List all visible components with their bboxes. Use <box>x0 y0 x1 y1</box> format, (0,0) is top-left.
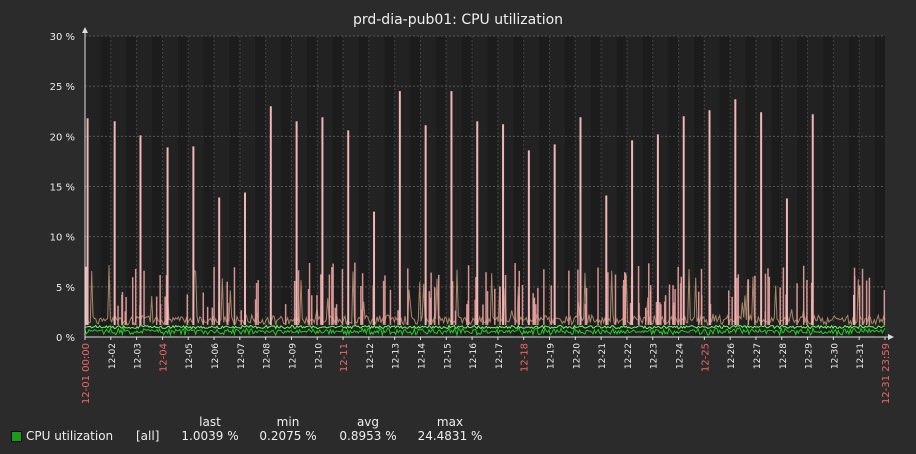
x-axis: 12-01 00:00 12-02 12-03 12-04 12-05 12-06 12-0… <box>81 337 892 404</box>
x-tick-label: 12-01 00:00 <box>81 343 92 404</box>
legend: last min avg max CPU utilization [all] 1… <box>0 414 916 454</box>
y-tick-label: 5 % <box>56 283 75 294</box>
x-tick-label: 12-16 <box>469 343 479 369</box>
x-tick-label: 12-03 <box>134 343 144 369</box>
night-band <box>126 36 137 337</box>
x-tick-label: 12-23 <box>650 343 660 369</box>
x-tick-label: 12-17 <box>495 343 505 369</box>
night-band <box>358 36 369 337</box>
x-tick-label: 12-12 <box>366 343 376 369</box>
legend-header-min: min <box>276 415 300 429</box>
avg-trace <box>84 324 886 330</box>
night-band <box>410 36 421 337</box>
x-tick-label: 12-27 <box>753 343 763 369</box>
x-tick-label: 12-02 <box>108 343 118 369</box>
y-tick-label: 25 % <box>50 82 75 93</box>
y-tick-label: 10 % <box>50 233 75 244</box>
night-band <box>771 36 782 337</box>
night-band <box>823 36 834 337</box>
spike-series <box>85 91 856 325</box>
x-tick-label: 12-09 <box>288 343 298 369</box>
legend-header-avg: avg <box>356 415 380 429</box>
x-tick-label: 12-28 <box>779 343 789 369</box>
night-band <box>539 36 550 337</box>
y-axis: 0 % 5 % 10 % 15 % 20 % 25 % 30 % <box>50 32 75 344</box>
y-tick-label: 30 % <box>50 32 75 43</box>
x-tick-label: 12-25 <box>700 343 711 372</box>
x-tick-label: 12-04 <box>158 343 169 372</box>
x-tick-label: 12-19 <box>547 343 557 369</box>
y-axis-arrow <box>82 27 88 33</box>
x-tick-label: 12-21 <box>598 343 608 369</box>
x-tick-label: 12-31 <box>856 343 866 369</box>
night-band <box>590 36 602 337</box>
legend-series-name: CPU utilization <box>26 429 114 443</box>
legend-header-max: max <box>436 415 464 429</box>
x-tick-label: 12-13 <box>392 343 402 369</box>
night-band <box>874 36 885 337</box>
x-tick-label: 12-15 <box>443 343 453 369</box>
x-tick-label: 12-14 <box>417 343 427 369</box>
night-band <box>487 36 498 337</box>
x-tick-label: 12-30 <box>830 343 840 369</box>
legend-value-min: 0.2075 % <box>259 429 317 443</box>
x-tick-label: 12-11 <box>339 343 350 372</box>
cpu-chart: prd-dia-pub01: CPU utilization 0 % 5 % 10 … <box>50 12 894 404</box>
x-tick-label: 12-05 <box>185 343 195 369</box>
legend-value-max: 24.4831 % <box>417 429 483 443</box>
legend-value-last: 1.0039 % <box>181 429 239 443</box>
legend-header-last: last <box>199 415 221 429</box>
x-tick-label: 12-07 <box>237 343 247 369</box>
x-tick-label: 12-31 23:59 <box>881 343 892 404</box>
x-tick-label: 12-06 <box>211 343 221 369</box>
night-band <box>694 36 705 337</box>
x-tick-label: 12-18 <box>520 343 531 372</box>
night-band <box>203 36 215 337</box>
y-tick-label: 15 % <box>50 183 75 194</box>
y-tick-label: 20 % <box>50 132 75 143</box>
night-band <box>177 36 189 337</box>
night-band <box>642 36 653 337</box>
chart-title: prd-dia-pub01: CPU utilization <box>353 12 563 28</box>
x-tick-label: 12-24 <box>676 343 686 369</box>
x-tick-label: 12-22 <box>624 343 634 369</box>
x-axis-arrow <box>888 334 894 340</box>
night-band <box>255 36 266 337</box>
legend-swatch <box>11 431 22 442</box>
legend-value-avg: 0.8953 % <box>339 429 397 443</box>
y-tick-label: 0 % <box>56 333 75 344</box>
x-tick-label: 12-29 <box>805 343 815 369</box>
x-tick-label: 12-10 <box>314 343 324 369</box>
x-tick-label: 12-26 <box>727 343 737 369</box>
min-trace <box>84 326 886 337</box>
night-band <box>306 36 318 337</box>
legend-series-scope: [all] <box>136 429 160 443</box>
x-tick-label: 12-08 <box>263 343 273 369</box>
x-tick-label: 12-20 <box>572 343 582 369</box>
